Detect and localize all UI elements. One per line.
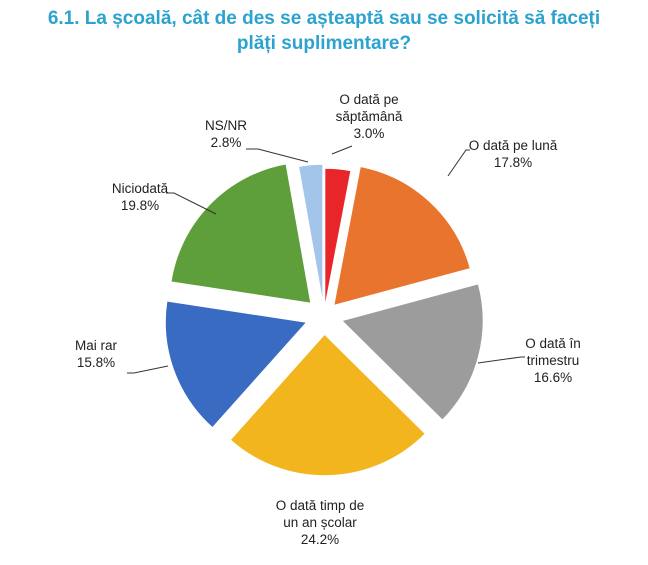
slice-label-line: O dată în	[525, 336, 581, 351]
pie-slice-3	[339, 282, 485, 422]
slice-label-1: O dată pe săptămână 3.0%	[336, 92, 403, 141]
leader-line-2	[447, 149, 470, 177]
chart-title: 6.1. La școală, cât de des se așteaptă s…	[0, 6, 648, 56]
slice-label-line: NS/NR	[205, 118, 247, 133]
slice-label-line: Niciodată	[112, 181, 169, 196]
pie-slice-6	[169, 162, 313, 305]
slice-value-6: 19.8%	[121, 198, 159, 213]
slice-value-3: 16.6%	[534, 370, 572, 385]
pie-slice-1	[323, 167, 353, 311]
slice-value-7: 2.8%	[211, 135, 242, 150]
slice-label-line: O dată pe	[339, 92, 398, 107]
leader-line-3	[477, 356, 525, 364]
slice-value-5: 15.8%	[77, 355, 115, 370]
chart-title-line-1: 6.1. La școală, cât de des se așteaptă s…	[47, 8, 601, 29]
slice-label-line: Mai rar	[75, 338, 118, 353]
leader-line-1	[331, 145, 353, 155]
slice-value-2: 17.8%	[494, 155, 532, 170]
slice-label-6: Niciodată 19.8%	[112, 181, 169, 213]
slice-label-4: O dată timp de un an școlar 24.2%	[276, 498, 365, 547]
slice-label-line: O dată pe lună	[469, 138, 558, 153]
slice-label-line: trimestru	[527, 353, 580, 368]
pie-slice-5	[164, 299, 309, 430]
slice-label-2: O dată pe lună 17.8%	[469, 138, 558, 170]
slice-label-line: un an școlar	[283, 515, 357, 530]
slice-value-4: 24.2%	[301, 532, 339, 547]
slice-label-line: O dată timp de	[276, 498, 365, 513]
leader-line-6	[166, 192, 217, 215]
slice-label-7: NS/NR 2.8%	[205, 118, 247, 150]
pie-slice-4	[228, 332, 427, 477]
pie-slice-2	[332, 165, 472, 307]
pie-slice-7	[297, 163, 324, 307]
slice-label-line: săptămână	[336, 109, 403, 124]
slice-value-1: 3.0%	[354, 126, 385, 141]
chart-title-line-2: plăți suplimentare?	[236, 33, 412, 54]
leader-line-5	[127, 365, 169, 374]
slice-label-5: Mai rar 15.8%	[75, 338, 118, 370]
slice-label-3: O dată în trimestru 16.6%	[525, 336, 581, 385]
leader-line-7	[246, 148, 309, 163]
